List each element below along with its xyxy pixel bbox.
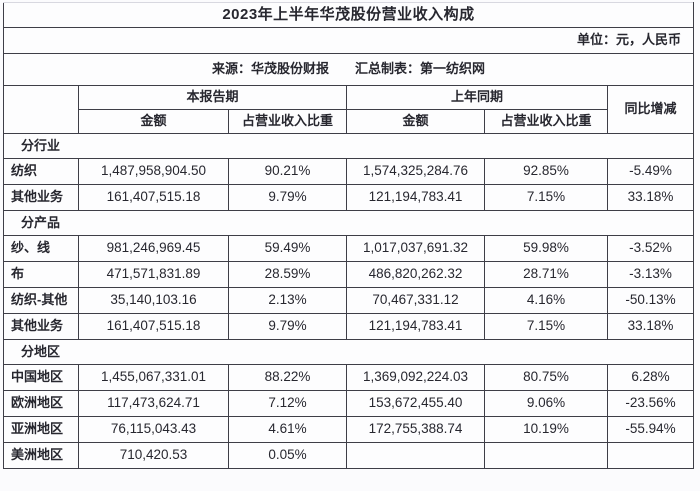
cell-current-amount: 161,407,515.18 <box>78 184 229 211</box>
cell-prior-amount: 121,194,783.41 <box>346 313 485 340</box>
cell-yoy: 6.28% <box>607 364 694 391</box>
cell-current-share: 4.61% <box>228 416 347 443</box>
table-row: 亚洲地区 76,115,043.43 4.61% 172,755,388.74 … <box>3 416 694 443</box>
cell-current-amount: 471,571,831.89 <box>78 261 229 288</box>
cell-yoy: 33.18% <box>607 184 694 211</box>
header-yoy: 同比增减 <box>607 85 694 134</box>
cell-current-share: 28.59% <box>228 261 347 288</box>
cell-prior-share: 80.75% <box>484 364 608 391</box>
cell-current-amount: 1,455,067,331.01 <box>78 364 229 391</box>
cell-current-amount: 161,407,515.18 <box>78 313 229 340</box>
page-title: 2023年上半年华茂股份营业收入构成 <box>3 2 694 28</box>
table-row: 美洲地区 710,420.53 0.05% <box>3 442 694 469</box>
header-current-share: 占营业收入比重 <box>228 109 347 134</box>
source-note: 来源：华茂股份财报 <box>211 61 329 77</box>
cell-prior-share: 10.19% <box>484 416 608 443</box>
cell-prior-amount: 121,194,783.41 <box>346 184 485 211</box>
cell-yoy: -3.13% <box>607 261 694 288</box>
cell-current-share: 9.79% <box>228 184 347 211</box>
cell-prior-amount: 1,017,037,691.32 <box>346 235 485 262</box>
table-row: 其他业务 161,407,515.18 9.79% 121,194,783.41… <box>3 313 694 340</box>
cell-yoy <box>607 442 694 469</box>
cell-prior-share <box>484 442 608 469</box>
row-label: 欧洲地区 <box>3 390 79 417</box>
cell-current-share: 90.21% <box>228 158 347 185</box>
row-label: 亚洲地区 <box>3 416 79 443</box>
cell-prior-share: 59.98% <box>484 235 608 262</box>
row-label: 纺织 <box>3 158 79 185</box>
cell-prior-share: 28.71% <box>484 261 608 288</box>
cell-current-share: 7.12% <box>228 390 347 417</box>
header-current-period: 本报告期 <box>78 85 347 110</box>
header-prior-share: 占营业收入比重 <box>484 109 608 134</box>
section-by-product: 分产品 <box>3 210 694 236</box>
row-label: 中国地区 <box>3 364 79 391</box>
row-label: 其他业务 <box>3 184 79 211</box>
revenue-table: 2023年上半年华茂股份营业收入构成 单位：元，人民币 来源：华茂股份财报 汇总制… <box>3 2 694 469</box>
table-row: 纺织-其他 35,140,103.16 2.13% 70,467,331.12 … <box>3 287 694 314</box>
cell-current-amount: 76,115,043.43 <box>78 416 229 443</box>
cell-current-amount: 710,420.53 <box>78 442 229 469</box>
cell-current-share: 88.22% <box>228 364 347 391</box>
cell-yoy: -23.56% <box>607 390 694 417</box>
row-label: 纺织-其他 <box>3 287 79 314</box>
compiler-note: 汇总制表：第一纺织网 <box>355 61 486 77</box>
cell-prior-amount: 70,467,331.12 <box>346 287 485 314</box>
cell-prior-amount: 153,672,455.40 <box>346 390 485 417</box>
cell-current-share: 0.05% <box>228 442 347 469</box>
cell-current-share: 2.13% <box>228 287 347 314</box>
cell-yoy: -50.13% <box>607 287 694 314</box>
section-by-region: 分地区 <box>3 339 694 365</box>
cell-yoy: -5.49% <box>607 158 694 185</box>
header-prior-amount: 金额 <box>346 109 485 134</box>
row-label: 布 <box>3 261 79 288</box>
cell-yoy: -3.52% <box>607 235 694 262</box>
table-row: 纱、线 981,246,969.45 59.49% 1,017,037,691.… <box>3 235 694 262</box>
table-row: 欧洲地区 117,473,624.71 7.12% 153,672,455.40… <box>3 390 694 417</box>
table-row: 其他业务 161,407,515.18 9.79% 121,194,783.41… <box>3 184 694 211</box>
cell-prior-share: 92.85% <box>484 158 608 185</box>
unit-note: 单位：元，人民币 <box>3 27 694 54</box>
table-row: 纺织 1,487,958,904.50 90.21% 1,574,325,284… <box>3 158 694 185</box>
source-row: 来源：华茂股份财报 汇总制表：第一纺织网 <box>3 53 694 86</box>
cell-yoy: 33.18% <box>607 313 694 340</box>
row-label: 美洲地区 <box>3 442 79 469</box>
cell-prior-share: 9.06% <box>484 390 608 417</box>
cell-prior-amount: 486,820,262.32 <box>346 261 485 288</box>
cell-current-amount: 117,473,624.71 <box>78 390 229 417</box>
cell-prior-share: 7.15% <box>484 313 608 340</box>
header-current-amount: 金额 <box>78 109 229 134</box>
cell-current-share: 9.79% <box>228 313 347 340</box>
row-label: 其他业务 <box>3 313 79 340</box>
cell-prior-share: 7.15% <box>484 184 608 211</box>
header-prior-period: 上年同期 <box>346 85 608 110</box>
section-by-industry: 分行业 <box>3 133 694 159</box>
cell-prior-amount: 1,574,325,284.76 <box>346 158 485 185</box>
cell-current-amount: 981,246,969.45 <box>78 235 229 262</box>
cell-yoy: -55.94% <box>607 416 694 443</box>
cell-prior-share: 4.16% <box>484 287 608 314</box>
corner-empty-cell <box>3 85 79 134</box>
table-row: 中国地区 1,455,067,331.01 88.22% 1,369,092,2… <box>3 364 694 391</box>
cell-current-amount: 1,487,958,904.50 <box>78 158 229 185</box>
row-label: 纱、线 <box>3 235 79 262</box>
cell-prior-amount <box>346 442 485 469</box>
cell-prior-amount: 172,755,388.74 <box>346 416 485 443</box>
cell-current-share: 59.49% <box>228 235 347 262</box>
cell-current-amount: 35,140,103.16 <box>78 287 229 314</box>
cell-prior-amount: 1,369,092,224.03 <box>346 364 485 391</box>
table-row: 布 471,571,831.89 28.59% 486,820,262.32 2… <box>3 261 694 288</box>
